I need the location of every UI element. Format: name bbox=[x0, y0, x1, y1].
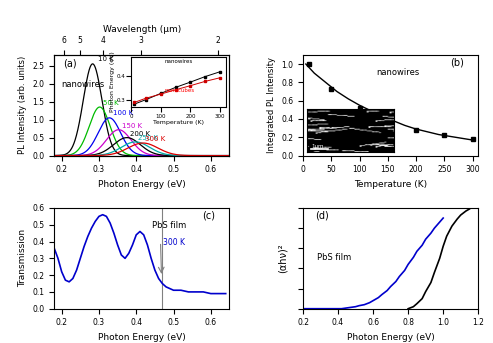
Text: 200 K: 200 K bbox=[130, 131, 150, 137]
Text: 10 K: 10 K bbox=[98, 56, 114, 62]
Y-axis label: (αhν)²: (αhν)² bbox=[278, 244, 288, 273]
Text: 150 K: 150 K bbox=[122, 123, 142, 129]
Text: nanowires: nanowires bbox=[61, 80, 105, 89]
X-axis label: Wavelength (μm): Wavelength (μm) bbox=[103, 25, 181, 34]
Text: 300 K: 300 K bbox=[164, 238, 185, 247]
X-axis label: Photon Energy (eV): Photon Energy (eV) bbox=[98, 333, 186, 342]
Text: 100 K: 100 K bbox=[113, 110, 134, 116]
X-axis label: Photon Energy (eV): Photon Energy (eV) bbox=[98, 180, 186, 189]
Y-axis label: Integrated PL Intensity: Integrated PL Intensity bbox=[267, 57, 276, 153]
Text: 300 K: 300 K bbox=[145, 136, 166, 142]
Text: (d): (d) bbox=[316, 211, 329, 221]
Text: nanowires: nanowires bbox=[377, 68, 420, 77]
Text: (a): (a) bbox=[63, 59, 76, 69]
X-axis label: Photon Energy (eV): Photon Energy (eV) bbox=[347, 333, 434, 342]
Text: 250 K: 250 K bbox=[138, 135, 158, 141]
Text: (b): (b) bbox=[450, 58, 464, 68]
Y-axis label: Transmission: Transmission bbox=[18, 229, 27, 287]
Text: 50 K: 50 K bbox=[104, 99, 119, 106]
Text: (c): (c) bbox=[203, 211, 215, 221]
Text: PbS film: PbS film bbox=[152, 221, 186, 230]
Y-axis label: PL Intensity (arb. units): PL Intensity (arb. units) bbox=[18, 56, 27, 154]
X-axis label: Temperature (K): Temperature (K) bbox=[354, 180, 427, 189]
Text: PbS film: PbS film bbox=[317, 253, 352, 262]
